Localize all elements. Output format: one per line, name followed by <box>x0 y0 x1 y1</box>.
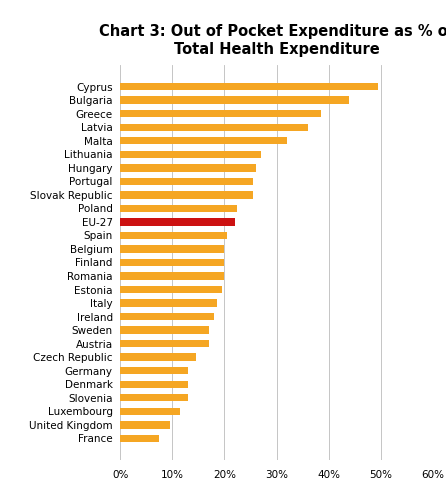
Bar <box>120 150 261 158</box>
Bar <box>120 246 224 252</box>
Bar <box>120 434 160 442</box>
Bar <box>120 421 170 428</box>
Bar <box>120 124 308 131</box>
Title: Chart 3: Out of Pocket Expenditure as % of
Total Health Expenditure: Chart 3: Out of Pocket Expenditure as % … <box>99 24 446 57</box>
Bar <box>120 191 253 198</box>
Bar <box>120 300 217 307</box>
Bar <box>120 313 214 320</box>
Bar <box>120 232 227 239</box>
Bar <box>120 259 224 266</box>
Bar <box>120 408 180 415</box>
Bar <box>120 164 256 172</box>
Bar <box>120 354 196 361</box>
Bar <box>120 83 378 90</box>
Bar <box>120 218 235 226</box>
Bar <box>120 394 188 402</box>
Bar <box>120 380 188 388</box>
Bar <box>120 110 321 118</box>
Bar <box>120 326 209 334</box>
Bar <box>120 340 209 347</box>
Bar <box>120 204 237 212</box>
Bar <box>120 96 349 104</box>
Bar <box>120 272 224 280</box>
Bar <box>120 178 253 185</box>
Bar <box>120 367 188 374</box>
Bar <box>120 286 222 294</box>
Bar <box>120 137 287 144</box>
